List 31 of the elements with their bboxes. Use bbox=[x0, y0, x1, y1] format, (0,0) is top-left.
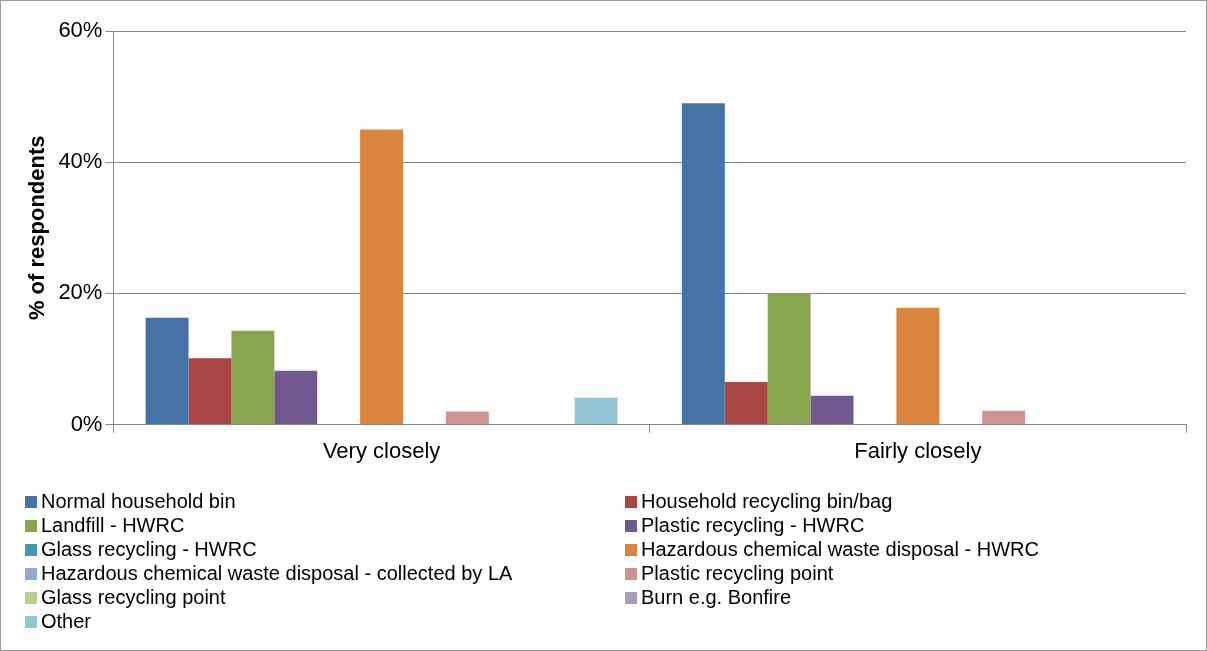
legend-label: Glass recycling - HWRC bbox=[40, 537, 258, 561]
legend-label: Glass recycling point bbox=[40, 585, 227, 609]
y-axis-title: % of respondents bbox=[24, 135, 50, 321]
bar bbox=[810, 395, 854, 425]
y-tick-label: 20% bbox=[58, 279, 103, 305]
y-tick-label: 0% bbox=[70, 410, 103, 436]
x-tick-label: Very closely bbox=[322, 437, 441, 463]
legend-label: Burn e.g. Bonfire bbox=[640, 585, 793, 609]
bar bbox=[767, 293, 811, 425]
legend-label: Plastic recycling - HWRC bbox=[640, 513, 866, 537]
bar bbox=[681, 103, 725, 425]
legend-label: Normal household bin bbox=[40, 489, 237, 513]
bar bbox=[188, 358, 232, 425]
bar bbox=[274, 370, 318, 425]
bar bbox=[231, 330, 275, 425]
bar bbox=[360, 129, 404, 425]
bar bbox=[896, 307, 940, 425]
legend-label: Plastic recycling point bbox=[640, 561, 835, 585]
legend-label: Hazardous chemical waste disposal - HWRC bbox=[640, 537, 1040, 561]
bar bbox=[145, 317, 189, 425]
y-tick-label: 40% bbox=[58, 148, 103, 174]
legend-label: Household recycling bin/bag bbox=[640, 489, 894, 513]
legend-label: Hazardous chemical waste disposal - collected by LA bbox=[40, 561, 514, 585]
y-tick-label: 60% bbox=[58, 17, 103, 43]
bar bbox=[445, 411, 489, 425]
legend-label: Other bbox=[40, 609, 93, 633]
bar bbox=[574, 397, 618, 425]
legend-label: Landfill - HWRC bbox=[40, 513, 186, 537]
bar bbox=[724, 381, 768, 425]
bar bbox=[982, 410, 1026, 425]
x-tick-label: Fairly closely bbox=[854, 437, 982, 463]
